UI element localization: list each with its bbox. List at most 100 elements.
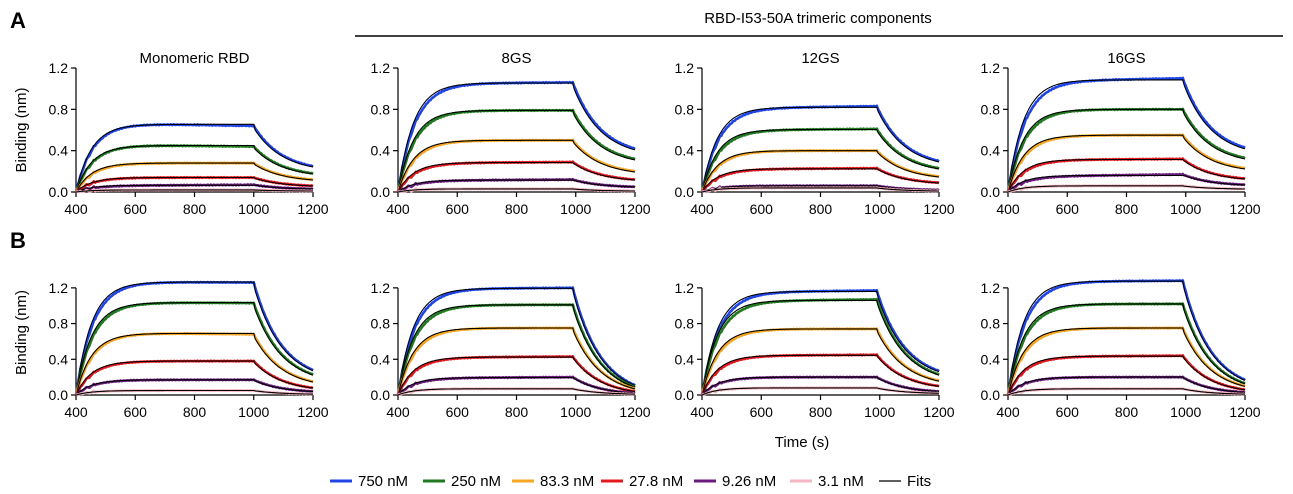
y-tick-label: 0.8	[981, 316, 1001, 332]
fit-line	[1007, 303, 1246, 396]
y-tick-label: 1.2	[675, 280, 695, 296]
x-tick-label: 600	[446, 201, 470, 217]
series-line-750-nM	[700, 104, 940, 193]
fit-line	[701, 150, 940, 193]
y-axis-label: Binding (nm)	[13, 87, 30, 172]
chart-panel-4: 400 600 800 1000 1200 0.0 0.4 0.8 1.2 16GS	[981, 50, 1261, 217]
fit-line	[1007, 174, 1246, 193]
x-tick-label: 400	[996, 404, 1020, 420]
fit-line	[1007, 185, 1245, 193]
series-line-250-nM	[700, 127, 940, 193]
chart-panels: 400 600 800 1000 1200 0.0 0.4 0.8 1.2 Monomeric R…	[13, 50, 1261, 451]
fit-line	[75, 189, 313, 193]
x-tick-label: 800	[1115, 201, 1139, 217]
fit-line	[397, 327, 636, 396]
fit-line	[701, 376, 940, 396]
chart-panel-7: 400 600 800 1000 1200 0.0 0.4 0.8 1.2 Time (s)	[675, 280, 955, 451]
fit-line	[75, 184, 313, 193]
fit-line	[397, 356, 636, 396]
y-tick-label: 0.8	[371, 101, 391, 117]
y-tick-label: 0.0	[675, 387, 695, 403]
y-tick-label: 0.0	[371, 184, 391, 200]
fit-line	[701, 290, 940, 396]
y-tick-label: 0.8	[675, 316, 695, 332]
x-tick-label: 800	[183, 404, 207, 420]
fit-line	[397, 377, 636, 396]
legend: 750 nM 250 nM 83.3 nM 27.8 nM 9.26 nM 3.1 nM F…	[330, 473, 931, 490]
chart-panel-1: 400 600 800 1000 1200 0.0 0.4 0.8 1.2 Monomeric R…	[13, 50, 329, 217]
panel-title: 12GS	[801, 50, 839, 67]
legend-item: 27.8 nM	[601, 473, 683, 490]
x-tick-label: 400	[386, 404, 410, 420]
y-tick-label: 0.4	[371, 143, 391, 159]
x-tick-label: 1000	[864, 404, 895, 420]
x-tick-label: 800	[1115, 404, 1139, 420]
fit-line	[701, 128, 940, 193]
chart-panel-3: 400 600 800 1000 1200 0.0 0.4 0.8 1.2 12GS	[675, 50, 955, 217]
x-tick-label: 600	[446, 404, 470, 420]
chart-panel-2: 400 600 800 1000 1200 0.0 0.4 0.8 1.2 8GS	[371, 50, 651, 217]
fit-line	[1007, 79, 1246, 193]
x-tick-label: 400	[690, 201, 714, 217]
x-tick-label: 1200	[923, 201, 954, 217]
panel-title: 8GS	[501, 50, 531, 67]
x-tick-label: 600	[1056, 201, 1080, 217]
fit-line	[701, 106, 940, 193]
fit-line	[1007, 327, 1246, 396]
fit-line	[701, 187, 939, 193]
y-tick-label: 0.4	[981, 351, 1001, 367]
fit-line	[75, 379, 313, 396]
y-tick-label: 0.8	[981, 101, 1001, 117]
x-tick-label: 1000	[560, 404, 591, 420]
fit-line	[397, 82, 636, 193]
fit-line	[75, 281, 314, 396]
legend-item: 750 nM	[330, 473, 408, 490]
y-tick-label: 0.4	[675, 351, 695, 367]
series-line-750-nM	[396, 80, 636, 193]
x-tick-label: 1000	[1170, 201, 1201, 217]
y-axis-label: Binding (nm)	[13, 290, 30, 375]
y-tick-label: 1.2	[371, 280, 391, 296]
y-tick-label: 1.2	[981, 280, 1001, 296]
x-tick-label: 1200	[923, 404, 954, 420]
legend-label: 3.1 nM	[818, 473, 864, 490]
legend-label: 83.3 nM	[540, 473, 594, 490]
fit-line	[397, 139, 636, 193]
header-title: RBD-I53-50A trimeric components	[704, 10, 932, 27]
x-tick-label: 600	[124, 404, 148, 420]
y-tick-label: 0.8	[675, 101, 695, 117]
panel-label-a: A	[10, 8, 26, 33]
y-tick-label: 0.0	[371, 387, 391, 403]
fit-line	[701, 354, 940, 396]
legend-item: 3.1 nM	[790, 473, 864, 490]
y-tick-label: 1.2	[371, 60, 391, 76]
y-tick-label: 0.4	[981, 143, 1001, 159]
x-tick-label: 1000	[238, 201, 269, 217]
legend-label: 9.26 nM	[722, 473, 776, 490]
fit-line	[1007, 134, 1246, 193]
legend-label: 27.8 nM	[629, 473, 683, 490]
fit-line	[701, 299, 940, 396]
series-line-750-nM	[1006, 76, 1246, 193]
x-tick-label: 1200	[297, 201, 328, 217]
x-tick-label: 800	[505, 404, 529, 420]
legend-item: 9.26 nM	[694, 473, 776, 490]
x-tick-label: 600	[750, 404, 774, 420]
fit-line	[397, 162, 636, 193]
y-tick-label: 1.2	[981, 60, 1001, 76]
fit-line	[397, 109, 636, 193]
x-tick-label: 1000	[560, 201, 591, 217]
x-tick-label: 1000	[1170, 404, 1201, 420]
fit-line	[397, 188, 635, 193]
y-tick-label: 0.8	[371, 316, 391, 332]
y-tick-label: 1.2	[49, 280, 69, 296]
fit-line	[397, 287, 636, 396]
fit-line	[1007, 388, 1245, 396]
y-tick-label: 0.4	[49, 143, 69, 159]
fit-line	[397, 179, 636, 193]
fit-line	[75, 162, 314, 193]
x-tick-label: 400	[386, 201, 410, 217]
x-tick-label: 1200	[297, 404, 328, 420]
fit-line	[701, 185, 939, 193]
